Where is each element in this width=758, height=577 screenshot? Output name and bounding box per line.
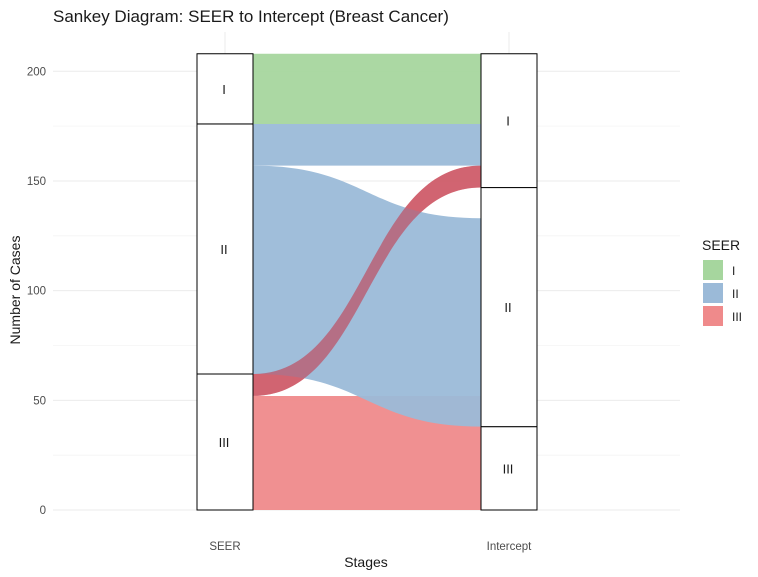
- y-tick-label: 0: [40, 505, 46, 517]
- flow-ii-to-i: [253, 123, 481, 166]
- legend-swatch-i: [703, 260, 723, 280]
- legend-swatch-ii: [703, 283, 723, 303]
- x-tick-label: SEER: [209, 541, 240, 553]
- y-tick-label: 100: [27, 286, 46, 298]
- y-tick-label: 150: [27, 176, 46, 188]
- seer-stratum-ii: [196, 123, 254, 375]
- flow-overlap-highlight: [253, 165, 481, 396]
- seer-stratum-label: I: [222, 82, 226, 97]
- chart-title: Sankey Diagram: SEER to Intercept (Breas…: [53, 7, 449, 26]
- intercept-stratum-label: I: [506, 114, 510, 129]
- intercept-stratum-ii: [480, 187, 538, 428]
- y-tick-label: 50: [33, 395, 46, 407]
- intercept-stratum-label: III: [503, 461, 514, 476]
- legend-label: II: [732, 287, 739, 301]
- legend-label: III: [732, 310, 742, 324]
- seer-stratum-iii: [196, 373, 254, 511]
- y-axis-title: Number of Cases: [7, 236, 23, 345]
- intercept-stratum-iii: [480, 426, 538, 511]
- flows: [253, 53, 481, 510]
- intercept-stratum-i: [480, 53, 538, 189]
- x-tick-label: Intercept: [487, 541, 533, 553]
- x-axis-title: Stages: [344, 554, 388, 570]
- seer-stratum-i: [196, 53, 254, 125]
- seer-stratum-label: II: [220, 242, 227, 257]
- y-tick-label: 200: [27, 66, 46, 78]
- legend-label: I: [732, 264, 735, 278]
- axes: 0 50 100 150 200 SEER Intercept: [27, 66, 532, 553]
- intercept-stratum-label: II: [504, 300, 511, 315]
- legend-swatch-iii: [703, 306, 723, 326]
- flow-iii-to-iii: [253, 395, 481, 510]
- seer-stratum-label: III: [219, 435, 230, 450]
- legend-title: SEER: [702, 237, 740, 253]
- flow-i-to-i: [253, 53, 481, 124]
